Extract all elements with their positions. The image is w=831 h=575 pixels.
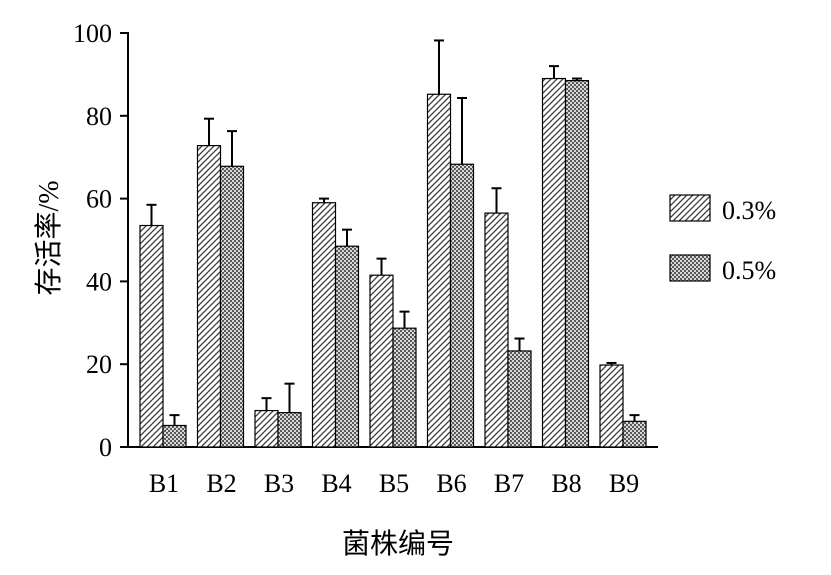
- x-tick-label: B1: [149, 469, 179, 498]
- legend-swatch: [669, 254, 711, 282]
- legend: 0.3% 0.5%: [669, 194, 776, 285]
- bar-B5-0.3%: [369, 274, 394, 448]
- bar-B3-0.3%: [254, 409, 279, 448]
- x-tick-label: B9: [609, 469, 639, 498]
- bar-B3-0.5%: [277, 412, 302, 448]
- bar-B9-0.3%: [599, 364, 624, 448]
- x-tick-label: B4: [321, 469, 351, 498]
- y-tick-label: 100: [73, 19, 112, 48]
- error-bars: [146, 39, 640, 426]
- bar-B2-0.3%: [196, 145, 222, 448]
- bar-B6-0.5%: [449, 163, 475, 448]
- bar-B9-0.5%: [622, 420, 647, 448]
- bar-B8-0.3%: [541, 77, 567, 448]
- bar-B1-0.5%: [162, 424, 187, 448]
- x-tick-label: B5: [379, 469, 409, 498]
- bar-B8-0.5%: [564, 80, 590, 448]
- x-tick-label: B3: [264, 469, 294, 498]
- y-tick-label: 40: [86, 267, 112, 296]
- bar-B1-0.3%: [139, 224, 164, 448]
- y-tick-label: 20: [86, 350, 112, 379]
- x-axis-title: 菌株编号: [342, 528, 454, 560]
- bars: [139, 77, 647, 448]
- bar-B2-0.5%: [219, 165, 245, 448]
- x-ticks: B1 B2 B3 B4 B5 B6 B7 B8 B9: [149, 469, 639, 498]
- bar-B5-0.5%: [392, 327, 417, 448]
- legend-label: 0.5%: [722, 256, 776, 285]
- bar-B6-0.3%: [426, 93, 452, 448]
- y-tick-label: 80: [86, 102, 112, 131]
- x-tick-label: B2: [206, 469, 236, 498]
- x-tick-label: B7: [494, 469, 524, 498]
- y-ticks: 0 20 40 60 80 100: [73, 19, 128, 462]
- legend-swatch: [669, 194, 711, 222]
- y-axis-title: 存活率/%: [33, 180, 65, 295]
- x-tick-label: B8: [551, 469, 581, 498]
- bar-B4-0.5%: [334, 245, 360, 448]
- y-tick-label: 60: [86, 185, 112, 214]
- legend-label: 0.3%: [722, 196, 776, 225]
- y-tick-label: 0: [99, 433, 112, 462]
- bar-B7-0.5%: [507, 350, 532, 448]
- bar-B7-0.3%: [484, 212, 509, 448]
- bar-B4-0.3%: [311, 202, 337, 448]
- x-tick-label: B6: [436, 469, 466, 498]
